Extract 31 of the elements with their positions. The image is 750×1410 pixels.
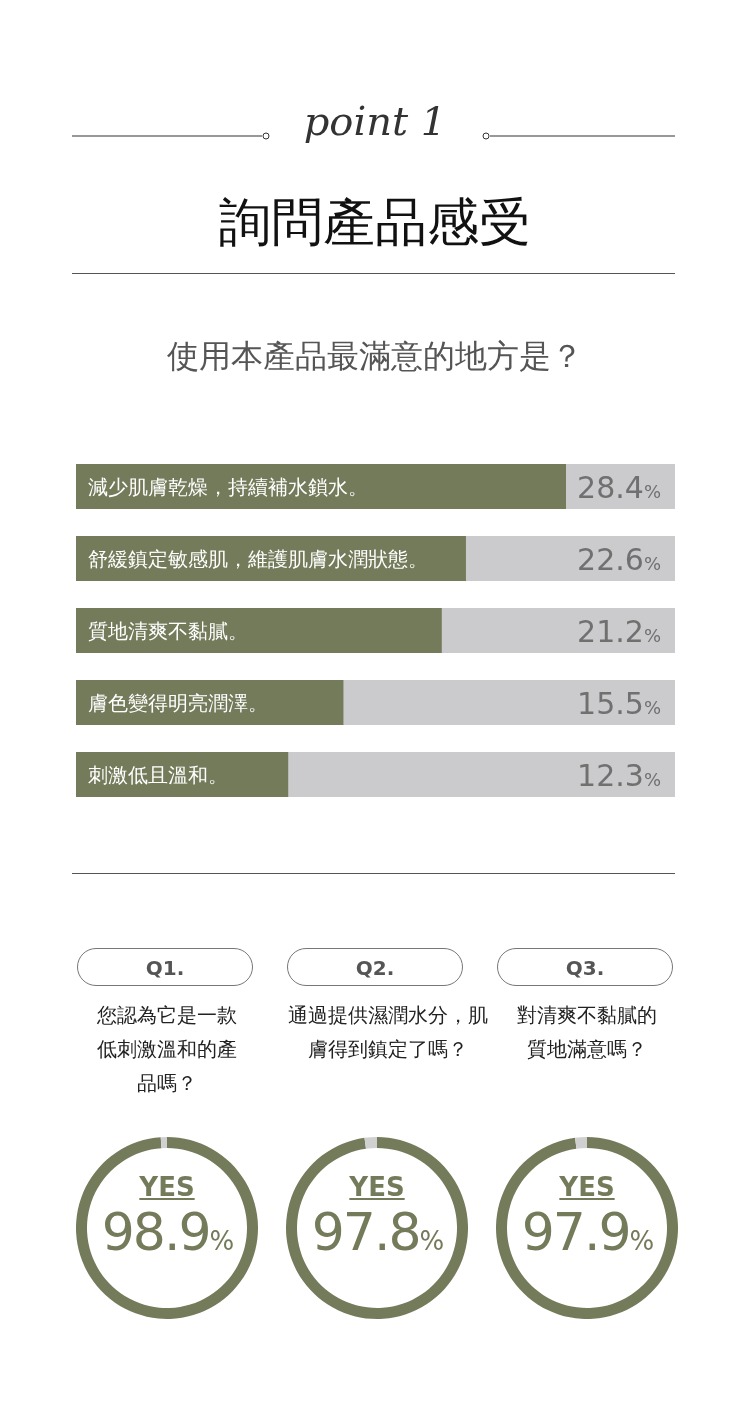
data-label: 22.6% — [577, 541, 661, 577]
chart-subtitle: 您認為它是一款低刺激溫和的產品嗎？ — [96, 1002, 238, 1097]
data-label: 28.4% — [577, 469, 661, 505]
chart-title: Q2. — [287, 948, 463, 986]
chart-title: Q1. — [77, 948, 253, 986]
donut-slice — [286, 1137, 468, 1319]
donut-slice — [364, 1137, 377, 1149]
y-tick-label: 舒緩鎮定敏感肌，維護肌膚水潤狀態。 — [88, 546, 428, 571]
data-label: 97.8% — [310, 1202, 444, 1264]
data-label: 15.5% — [577, 685, 661, 721]
donut-slice — [496, 1137, 678, 1319]
data-label: 97.9% — [520, 1202, 654, 1264]
y-tick-label: 質地清爽不黏膩。 — [88, 618, 248, 643]
data-label: 98.9% — [100, 1202, 234, 1264]
donut-slice — [76, 1137, 258, 1319]
donut-slice — [160, 1137, 167, 1149]
slice-label: YES — [558, 1172, 616, 1202]
donut-slice — [575, 1137, 587, 1149]
chart-title: Q3. — [497, 948, 673, 986]
slice-label: YES — [138, 1172, 196, 1202]
chart-title: 詢問產品感受 — [218, 191, 532, 254]
chart-subtitle: 通過提供濕潤水分，肌膚得到鎮定了嗎？ — [287, 1002, 489, 1063]
data-label: 21.2% — [577, 613, 661, 649]
chart-subtitle: 對清爽不黏膩的質地滿意嗎？ — [516, 1002, 658, 1063]
y-tick-label: 減少肌膚乾燥，持續補水鎖水。 — [88, 474, 368, 499]
y-tick-label: 刺激低且溫和。 — [88, 762, 228, 787]
y-tick-label: 膚色變得明亮潤澤。 — [88, 690, 268, 715]
chart-subtitle: 使用本產品最滿意的地方是？ — [166, 336, 584, 377]
text: point 1 — [302, 98, 448, 144]
slice-label: YES — [348, 1172, 406, 1202]
data-label: 12.3% — [577, 757, 661, 793]
